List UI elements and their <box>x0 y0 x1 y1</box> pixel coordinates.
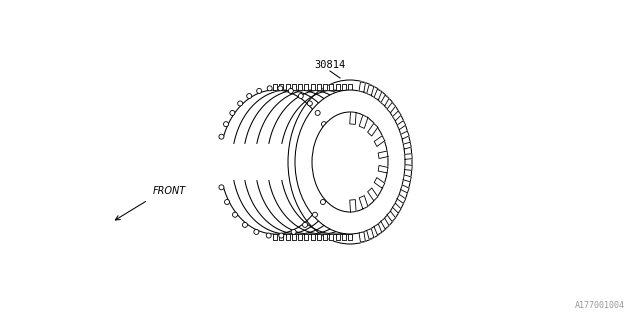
Polygon shape <box>273 84 277 90</box>
Polygon shape <box>329 84 333 90</box>
Circle shape <box>219 134 224 139</box>
Polygon shape <box>285 84 289 90</box>
Circle shape <box>321 122 326 127</box>
Polygon shape <box>329 234 333 240</box>
Polygon shape <box>397 121 406 130</box>
Polygon shape <box>349 112 356 124</box>
Polygon shape <box>298 84 302 90</box>
Polygon shape <box>304 84 308 90</box>
Polygon shape <box>348 84 352 90</box>
Polygon shape <box>392 203 401 213</box>
Circle shape <box>230 110 235 116</box>
Polygon shape <box>387 211 396 221</box>
Circle shape <box>278 86 283 91</box>
Polygon shape <box>367 85 374 95</box>
Polygon shape <box>342 84 346 90</box>
Circle shape <box>267 86 272 91</box>
Circle shape <box>326 134 331 139</box>
Polygon shape <box>401 131 409 139</box>
Polygon shape <box>292 84 296 90</box>
Circle shape <box>307 101 312 106</box>
Polygon shape <box>298 234 302 240</box>
Circle shape <box>303 222 308 228</box>
Polygon shape <box>404 165 412 170</box>
Polygon shape <box>403 175 412 182</box>
Circle shape <box>279 233 284 238</box>
Ellipse shape <box>288 80 412 244</box>
Polygon shape <box>392 111 401 121</box>
Circle shape <box>223 122 228 127</box>
Text: A177001004: A177001004 <box>575 301 625 310</box>
Polygon shape <box>335 234 339 240</box>
Polygon shape <box>397 195 406 203</box>
Circle shape <box>321 199 326 204</box>
Polygon shape <box>323 234 327 240</box>
Circle shape <box>219 185 224 190</box>
Text: 30814: 30814 <box>314 60 346 70</box>
Polygon shape <box>374 89 382 100</box>
Circle shape <box>298 93 303 99</box>
Polygon shape <box>317 234 321 240</box>
Polygon shape <box>374 136 385 147</box>
Polygon shape <box>374 178 385 188</box>
Circle shape <box>232 212 237 217</box>
Polygon shape <box>317 84 321 90</box>
Polygon shape <box>404 154 412 159</box>
Circle shape <box>254 229 259 235</box>
Polygon shape <box>349 200 356 212</box>
Polygon shape <box>378 165 388 173</box>
Polygon shape <box>335 84 339 90</box>
Circle shape <box>312 212 317 217</box>
Polygon shape <box>381 218 389 229</box>
Circle shape <box>225 199 230 204</box>
Polygon shape <box>273 234 277 240</box>
Polygon shape <box>359 82 365 92</box>
Circle shape <box>291 229 296 235</box>
Polygon shape <box>292 234 296 240</box>
Polygon shape <box>367 124 378 136</box>
Polygon shape <box>323 84 327 90</box>
Polygon shape <box>304 234 308 240</box>
Circle shape <box>257 88 262 93</box>
Polygon shape <box>348 234 352 240</box>
Circle shape <box>326 185 331 190</box>
Polygon shape <box>374 224 382 235</box>
Polygon shape <box>285 234 289 240</box>
Polygon shape <box>367 188 378 201</box>
Polygon shape <box>359 232 365 242</box>
Polygon shape <box>279 234 284 240</box>
Circle shape <box>315 110 320 116</box>
Polygon shape <box>381 95 389 106</box>
Ellipse shape <box>295 90 405 234</box>
Circle shape <box>289 88 293 93</box>
Circle shape <box>266 233 271 238</box>
Polygon shape <box>401 185 409 193</box>
Text: FRONT: FRONT <box>153 186 186 196</box>
Polygon shape <box>403 142 412 149</box>
Polygon shape <box>310 234 314 240</box>
Circle shape <box>243 222 248 228</box>
Polygon shape <box>359 196 368 209</box>
Polygon shape <box>310 84 314 90</box>
Polygon shape <box>387 102 396 113</box>
Polygon shape <box>279 84 284 90</box>
Circle shape <box>237 101 243 106</box>
Polygon shape <box>367 229 374 239</box>
Polygon shape <box>378 151 388 158</box>
Polygon shape <box>359 115 368 128</box>
Polygon shape <box>342 234 346 240</box>
Ellipse shape <box>312 112 388 212</box>
Circle shape <box>246 93 252 99</box>
